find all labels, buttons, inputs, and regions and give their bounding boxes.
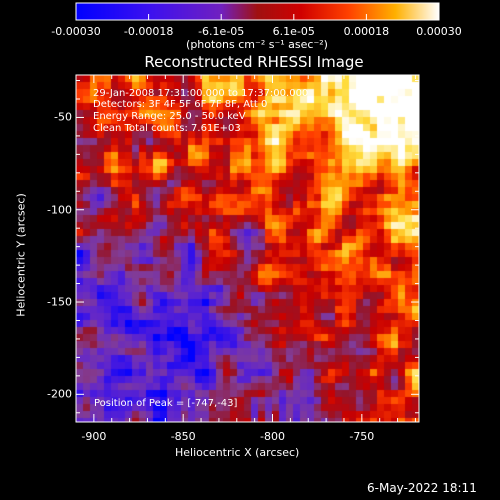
annotation-detectors: Detectors: 3F 4F 5F 6F 7F 8F, Att 0 [93,99,268,110]
x-axis-title: Heliocentric X (arcsec) [175,446,300,459]
colorbar-tick-label: 6.1e-05 [272,25,315,38]
annotation-peak: Position of Peak = [-747,-43] [94,398,238,409]
x-tick-label: -800 [260,430,285,443]
heatmap-image [76,75,419,422]
y-axis-title: Heliocentric Y (arcsec) [14,193,28,317]
colorbar-tick-label: -6.1e-05 [198,25,245,38]
colorbar [75,2,440,21]
plot-border [75,74,420,423]
colorbar-ticks [75,14,440,20]
axis-ticks [76,75,419,422]
timestamp: 6-May-2022 18:11 [367,481,477,495]
y-tick-label: -100 [47,203,72,217]
annotation-clean: Clean Total counts: 7.61E+03 [93,123,241,134]
colorbar-tick-label: 0.00018 [343,25,390,38]
colorbar-tick-label: -0.00018 [123,25,174,38]
chart-title: Reconstructed RHESSI Image [144,53,364,71]
y-tick-label: -150 [47,295,72,309]
colorbar-unit-label: (photons cm⁻² s⁻¹ asec⁻²) [186,38,328,51]
colorbar-tick-label: -0.00030 [51,25,101,38]
x-tick-label: -850 [170,430,196,443]
colorbar-gradient [75,2,440,21]
y-tick-label: -200 [47,387,72,401]
x-tick-label: -750 [349,430,375,443]
x-tick-label: -900 [81,430,107,443]
colorbar-tick-label: 0.00030 [416,25,462,38]
annotation-time: 29-Jan-2008 17:31:00.000 to 17:37:00.000 [93,88,309,99]
annotation-energy: Energy Range: 25.0 - 50.0 keV [93,111,246,122]
y-tick-label: -50 [54,110,72,124]
